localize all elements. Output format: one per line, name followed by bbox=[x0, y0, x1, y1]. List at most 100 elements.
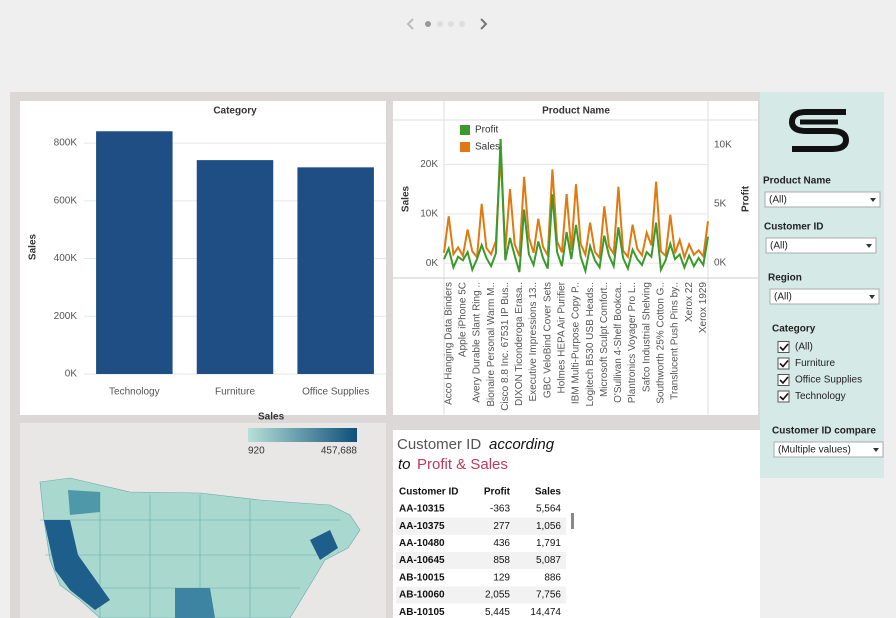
x-tick-label: DIXON Ticonderoga Erasa.. bbox=[514, 282, 525, 406]
table-row-band bbox=[396, 552, 566, 570]
x-tick-label: Logitech B530 USB Heads.. bbox=[585, 282, 596, 407]
map-state bbox=[175, 588, 215, 618]
table-row-band bbox=[396, 586, 566, 604]
filter-label: Customer ID compare bbox=[772, 426, 876, 437]
filter-label: Category bbox=[772, 324, 816, 335]
map-state bbox=[44, 520, 110, 610]
dropdown-value: (All) bbox=[770, 241, 788, 252]
y2-tick-label: 10K bbox=[714, 139, 732, 150]
filter-panel bbox=[760, 92, 884, 478]
table-cell: 277 bbox=[493, 521, 510, 532]
table-cell: AA-10315 bbox=[399, 504, 445, 515]
legend-swatch bbox=[460, 125, 470, 135]
table-cell: AB-10105 bbox=[399, 607, 445, 618]
x-tick-label: Cisco 8.8 Inc. 67531 IP Bus.. bbox=[500, 282, 511, 411]
line-series bbox=[443, 154, 709, 261]
dropdown-arrow bbox=[869, 295, 875, 299]
dropdown-value: (All) bbox=[774, 292, 792, 303]
checkbox[interactable] bbox=[777, 390, 790, 403]
page-dot[interactable] bbox=[425, 21, 431, 27]
table-cell: AB-10015 bbox=[399, 572, 445, 583]
map-legend-min: 920 bbox=[248, 446, 265, 457]
next-arrow[interactable] bbox=[480, 18, 488, 30]
x-tick-label: Xerox 22 bbox=[684, 282, 695, 322]
y-tick-label: 800K bbox=[54, 138, 78, 149]
legend-swatch bbox=[460, 142, 470, 152]
table-title: Customer ID bbox=[397, 436, 481, 453]
y-tick-label: 20K bbox=[420, 159, 438, 170]
page-dot[interactable] bbox=[459, 21, 465, 27]
chart-title: Category bbox=[213, 106, 257, 117]
x-tick-label: Executive Impressions 13.. bbox=[528, 282, 539, 402]
x-tick-label: GBC VeloBind Cover Sets bbox=[542, 282, 553, 398]
filter-label: Customer ID bbox=[764, 222, 823, 233]
x-tick-label: Plantronics Voyager Pro L.. bbox=[627, 282, 638, 403]
checkbox[interactable] bbox=[777, 357, 790, 370]
table-cell: 5,087 bbox=[536, 555, 561, 566]
chart-title: Product Name bbox=[542, 106, 610, 117]
y2-tick-label: 5K bbox=[714, 198, 727, 209]
logo bbox=[788, 109, 850, 152]
bar bbox=[196, 160, 274, 374]
dropdown[interactable] bbox=[765, 237, 877, 254]
y-tick-label: 0K bbox=[65, 369, 78, 380]
page-dot[interactable] bbox=[448, 21, 454, 27]
table-cell: AA-10480 bbox=[399, 538, 445, 549]
dropdown[interactable] bbox=[764, 191, 881, 208]
x-tick-label: Avery Durable Slant Ring .. bbox=[472, 282, 483, 402]
map-legend-title: Sales bbox=[258, 412, 285, 423]
map-borders bbox=[40, 492, 340, 618]
table-header: Sales bbox=[535, 487, 562, 498]
table-header: Customer ID bbox=[399, 487, 458, 498]
checkbox[interactable] bbox=[777, 341, 790, 353]
y-axis-title: Sales bbox=[28, 233, 39, 260]
y-tick-label: 600K bbox=[54, 195, 78, 206]
table-cell: AA-10645 bbox=[399, 555, 445, 566]
map-legend-max: 457,688 bbox=[321, 446, 358, 457]
dropdown-arrow bbox=[873, 448, 879, 452]
table-cell: 14,474 bbox=[530, 607, 561, 618]
map-state bbox=[68, 490, 100, 515]
dropdown[interactable] bbox=[769, 288, 880, 305]
table-cell: 129 bbox=[493, 572, 510, 583]
line-series bbox=[443, 138, 709, 275]
x-tick-label: IBM Multi-Purpose Copy P.. bbox=[571, 282, 582, 404]
table-title: according bbox=[489, 436, 555, 453]
page-dot[interactable] bbox=[437, 21, 443, 27]
table-cell: 5,445 bbox=[485, 607, 510, 618]
y2-axis-title: Profit bbox=[741, 185, 752, 212]
map-legend-gradient bbox=[248, 428, 357, 442]
table-row-band bbox=[396, 517, 566, 535]
y-tick-label: 200K bbox=[54, 311, 78, 322]
scrollbar[interactable] bbox=[571, 513, 574, 529]
table-cell: AB-10060 bbox=[399, 590, 445, 601]
prev-arrow[interactable] bbox=[406, 18, 414, 30]
y2-tick-label: 0K bbox=[714, 257, 727, 268]
x-tick-label: O'Sullivan 4-Shelf Bookca.. bbox=[613, 282, 624, 403]
dropdown-value: (Multiple values) bbox=[778, 445, 851, 456]
x-tick-label: Microsoft Sculpt Comfort.. bbox=[599, 282, 610, 397]
table-title: to bbox=[398, 456, 411, 473]
checkmark bbox=[779, 343, 789, 352]
filter-label: Region bbox=[768, 273, 802, 284]
filter-label: Product Name bbox=[763, 176, 831, 187]
legend-label: Profit bbox=[475, 125, 499, 136]
x-tick-label: Southworth 25% Cotton G.. bbox=[655, 282, 666, 404]
table-cell: 436 bbox=[493, 538, 510, 549]
dropdown-value: (All) bbox=[769, 195, 787, 206]
checkmark bbox=[779, 359, 789, 368]
dropdown-arrow bbox=[870, 198, 876, 202]
x-tick-label: Bionaire Personal Warm M.. bbox=[486, 282, 497, 407]
table-cell: 886 bbox=[544, 572, 561, 583]
x-tick-label: Technology bbox=[109, 387, 160, 398]
table-header: Profit bbox=[484, 487, 511, 498]
map-state bbox=[310, 530, 338, 560]
dropdown[interactable] bbox=[773, 441, 884, 458]
checkbox-label: (All) bbox=[795, 342, 813, 353]
table-cell: 5,564 bbox=[536, 504, 561, 515]
checkbox[interactable] bbox=[777, 374, 790, 386]
checkbox-label: Office Supplies bbox=[795, 375, 862, 386]
line-panel bbox=[393, 101, 758, 415]
checkmark bbox=[779, 392, 789, 401]
x-tick-label: Translucent Push Pins by.. bbox=[670, 282, 681, 400]
